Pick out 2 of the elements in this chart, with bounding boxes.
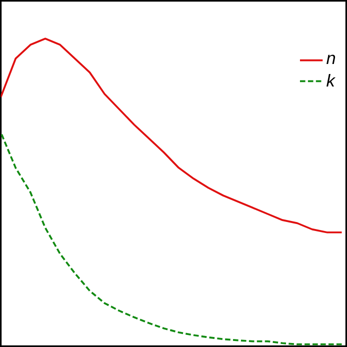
legend-label: k — [326, 74, 336, 86]
legend-label: n — [326, 54, 336, 64]
